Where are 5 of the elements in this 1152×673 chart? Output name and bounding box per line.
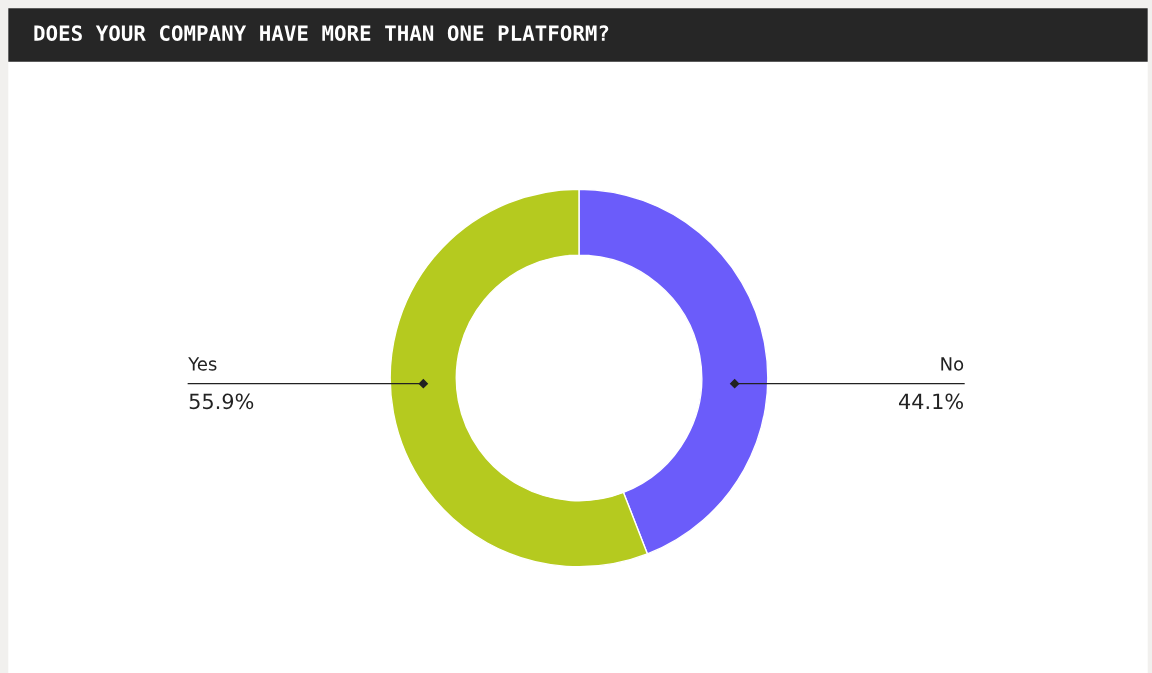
slice-label: Yes	[188, 357, 217, 371]
data-label: 44.1%	[898, 393, 963, 410]
data-label: 55.9%	[189, 393, 254, 410]
chart-title: DOES YOUR COMPANY HAVE MORE THAN ONE PLATFORM?	[34, 25, 609, 42]
slice-label: No	[941, 357, 964, 371]
